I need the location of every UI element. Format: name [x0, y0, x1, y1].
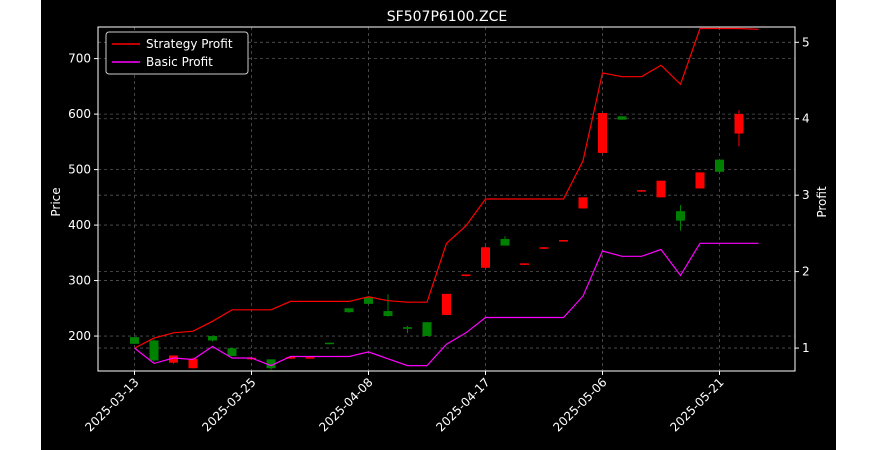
candle-body — [266, 359, 276, 369]
candle-body — [695, 172, 705, 189]
candle-body — [208, 336, 217, 341]
candle-body — [500, 238, 510, 246]
y-tick-label: 600 — [68, 107, 91, 121]
plot-frame — [97, 26, 796, 372]
x-tick-label: 2025-05-06 — [550, 375, 609, 434]
candle-body — [481, 247, 490, 268]
y-tick-label: 200 — [68, 329, 91, 343]
candle-body — [442, 293, 451, 315]
y2-tick-label: 5 — [802, 35, 810, 49]
x-tick-label: 2025-04-08 — [316, 375, 375, 434]
candle-body — [305, 357, 315, 359]
y2-tick-label: 1 — [802, 341, 810, 355]
basic-profit-line — [134, 242, 759, 367]
strategy-profit-line — [134, 27, 759, 349]
y-tick-label: 500 — [68, 163, 91, 177]
candle-body — [422, 322, 432, 337]
candle-body — [520, 263, 529, 265]
y2-tick-label: 2 — [802, 265, 810, 279]
y2-axis-label: Profit — [815, 186, 829, 218]
candle-body — [598, 113, 607, 153]
candle-body — [461, 274, 471, 276]
legend-box — [105, 31, 249, 75]
candle-body — [344, 308, 354, 313]
candle-body — [364, 297, 373, 304]
candle-body — [383, 311, 393, 317]
chart-svg: SF507P6100.ZCE 2003004005006007001234520… — [49, 9, 829, 434]
y-axis-label: Price — [49, 187, 63, 216]
candle-body — [715, 159, 724, 172]
profit-lines — [134, 27, 759, 367]
candle-body — [656, 180, 666, 198]
candle-body — [130, 337, 139, 344]
candle-body — [578, 197, 588, 209]
candle-body — [617, 116, 627, 120]
candle-body — [325, 342, 334, 345]
y-tick-label: 400 — [68, 218, 91, 232]
candle-body — [676, 211, 685, 221]
x-tick-label: 2025-05-21 — [667, 375, 726, 434]
chart-title: SF507P6100.ZCE — [387, 9, 507, 25]
y2-tick-label: 4 — [802, 112, 810, 126]
candle-body — [734, 114, 744, 134]
candle-body — [149, 340, 159, 361]
candle-body — [188, 358, 198, 369]
candle-body — [169, 355, 178, 363]
candle-body — [403, 327, 412, 329]
x-tick-label: 2025-04-17 — [433, 375, 492, 434]
x-tick-label: 2025-03-25 — [199, 375, 258, 434]
legend-strategy-label: Strategy Profit — [146, 37, 233, 51]
x-tick-label: 2025-03-13 — [82, 375, 141, 434]
candle-body — [227, 348, 237, 357]
legend: Strategy Profit Basic Profit — [105, 31, 249, 75]
candle-body — [637, 190, 646, 192]
candle-body — [286, 357, 295, 359]
y2-tick-label: 3 — [802, 188, 810, 202]
chart-figure: SF507P6100.ZCE 200 300 400 500 600 700 1 2 3 4 5 20… — [41, 0, 836, 450]
candle-body — [559, 240, 568, 242]
y-tick-label: 700 — [68, 52, 91, 66]
y-tick-label: 300 — [68, 274, 91, 288]
legend-basic-label: Basic Profit — [146, 55, 213, 69]
grid — [98, 27, 795, 371]
axes: 200 300 400 500 600 700 1 2 3 4 5 2025-03-13 2025-03… — [68, 26, 810, 434]
candle-body — [539, 247, 549, 249]
candles — [130, 110, 744, 370]
